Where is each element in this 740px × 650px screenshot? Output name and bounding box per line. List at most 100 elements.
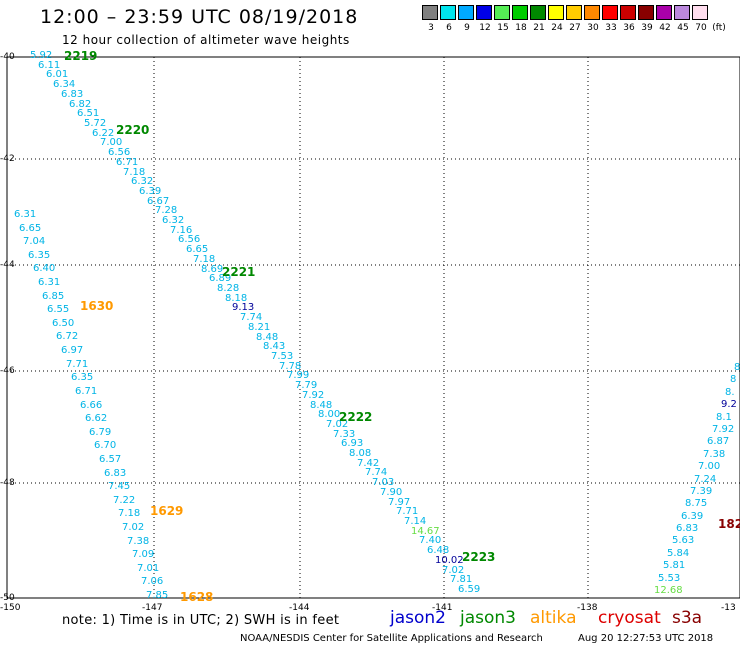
lon-label: -141 — [432, 603, 453, 613]
wave-height-value: 8.00 — [318, 409, 341, 420]
wave-height-value: 6.93 — [341, 438, 364, 449]
track-label: 1628 — [180, 590, 214, 604]
wave-height-value: 7.92 — [302, 390, 325, 401]
track-label: 2220 — [116, 123, 150, 137]
track-label: 182 — [718, 517, 740, 531]
track-label: 1629 — [150, 504, 184, 518]
wave-height-value: 7.38 — [703, 449, 726, 460]
wave-height-value: 6.48 — [427, 545, 450, 556]
wave-height-value: 7.53 — [271, 351, 294, 362]
wave-height-value: 7.14 — [404, 516, 427, 527]
scale-label: 39 — [641, 23, 653, 33]
wave-height-value: 6.32 — [162, 215, 185, 226]
map-title: 12:00 – 23:59 UTC 08/19/2018 — [40, 6, 359, 28]
wave-height-value: 7.40 — [419, 535, 442, 546]
wave-height-value: 5.84 — [667, 548, 690, 559]
scale-swatch — [512, 5, 528, 20]
track-label: 2221 — [222, 265, 256, 279]
scale-swatch — [458, 5, 474, 20]
scale-label: 70 — [695, 23, 707, 33]
wave-height-value: 9.13 — [232, 302, 255, 313]
wave-height-value: 8.43 — [263, 341, 286, 352]
wave-height-value: 7.28 — [155, 205, 178, 216]
wave-height-value: 6.22 — [92, 128, 115, 139]
wave-height-value: 6.79 — [89, 427, 112, 438]
lat-label: -46 — [0, 366, 15, 376]
scale-label: 3 — [428, 23, 434, 33]
wave-height-value: 6.50 — [52, 318, 75, 329]
scale-label: 45 — [677, 23, 689, 33]
wave-height-value: 6.31 — [38, 277, 61, 288]
wave-height-value: 7.81 — [450, 574, 473, 585]
wave-height-value: 6.71 — [75, 386, 98, 397]
legend-item-altika: altika — [530, 608, 577, 628]
wave-height-value: 8.48 — [310, 400, 333, 411]
wave-height-value: 8.08 — [349, 448, 372, 459]
wave-height-value: 7.79 — [295, 380, 318, 391]
wave-height-value: 5.53 — [658, 573, 681, 584]
wave-height-value: 6.83 — [104, 468, 127, 479]
wave-height-value: 7.71 — [66, 359, 89, 370]
wave-height-value: 7.42 — [357, 458, 380, 469]
wave-height-value: 6.71 — [116, 157, 139, 168]
wave-height-value: 6.72 — [56, 331, 79, 342]
scale-swatch — [476, 5, 492, 20]
wave-height-value: 6.51 — [77, 108, 100, 119]
lon-label: -147 — [142, 603, 163, 613]
wave-height-value: 8 — [730, 374, 737, 385]
track-label: 1630 — [80, 299, 114, 313]
wave-height-value: 7.74 — [365, 467, 388, 478]
scale-label: 24 — [551, 23, 563, 33]
wave-height-value: 6.89 — [209, 273, 232, 284]
wave-height-value: 6.62 — [85, 413, 108, 424]
lon-label: -13 — [721, 603, 736, 613]
track-label: 2219 — [64, 49, 98, 63]
lat-label: -42 — [0, 154, 15, 164]
scale-swatch — [548, 5, 564, 20]
wave-height-value: 6.34 — [53, 79, 76, 90]
wave-height-value: 6.70 — [94, 440, 117, 451]
scale-swatch — [584, 5, 600, 20]
wave-height-value: 8.1 — [716, 412, 732, 423]
wave-height-value: 5.72 — [84, 118, 107, 129]
wave-height-value: 7.22 — [113, 495, 136, 506]
lat-label: -44 — [0, 260, 15, 270]
scale-label: 18 — [515, 23, 527, 33]
wave-height-value: 8.75 — [685, 498, 708, 509]
wave-height-value: 6.66 — [80, 400, 103, 411]
wave-height-value: 6.65 — [19, 223, 42, 234]
wave-height-value: 6.59 — [458, 584, 481, 595]
wave-height-value: 7.06 — [141, 576, 164, 587]
lon-label: -138 — [577, 603, 598, 613]
wave-height-value: 6.11 — [38, 60, 61, 71]
credit-footer: NOAA/NESDIS Center for Satellite Applica… — [240, 633, 543, 644]
wave-height-value: 7.74 — [240, 312, 263, 323]
wave-height-value: 6.32 — [131, 176, 154, 187]
wave-height-value: 12.68 — [654, 585, 683, 596]
scale-swatch — [602, 5, 618, 20]
wave-height-value: 8.48 — [256, 332, 279, 343]
wave-height-value: 7.33 — [333, 429, 356, 440]
wave-height-value: 5.63 — [672, 535, 695, 546]
wave-height-value: 7.03 — [372, 477, 395, 488]
scale-label: 42 — [659, 23, 671, 33]
scale-label: 36 — [623, 23, 635, 33]
wave-height-value: 6.39 — [139, 186, 162, 197]
wave-height-value: 7.99 — [287, 370, 310, 381]
wave-height-value: 6.56 — [178, 234, 201, 245]
wave-height-value: 5.81 — [663, 560, 686, 571]
wave-height-value: 8.28 — [217, 283, 240, 294]
wave-height-value: 7.97 — [388, 497, 411, 508]
wave-height-value: 7.04 — [23, 236, 46, 247]
wave-height-value: 8.18 — [225, 293, 248, 304]
wave-height-value: 7.18 — [123, 167, 146, 178]
lon-label: -150 — [0, 603, 21, 613]
wave-height-value: 7.09 — [132, 549, 155, 560]
wave-height-value: 7.85 — [146, 590, 169, 601]
wave-height-value: 7.02 — [326, 419, 349, 430]
wave-height-value: 6.31 — [14, 209, 37, 220]
wave-height-value: 8 — [734, 362, 740, 373]
scale-label: 9 — [464, 23, 470, 33]
wave-height-value: 6.83 — [61, 89, 84, 100]
